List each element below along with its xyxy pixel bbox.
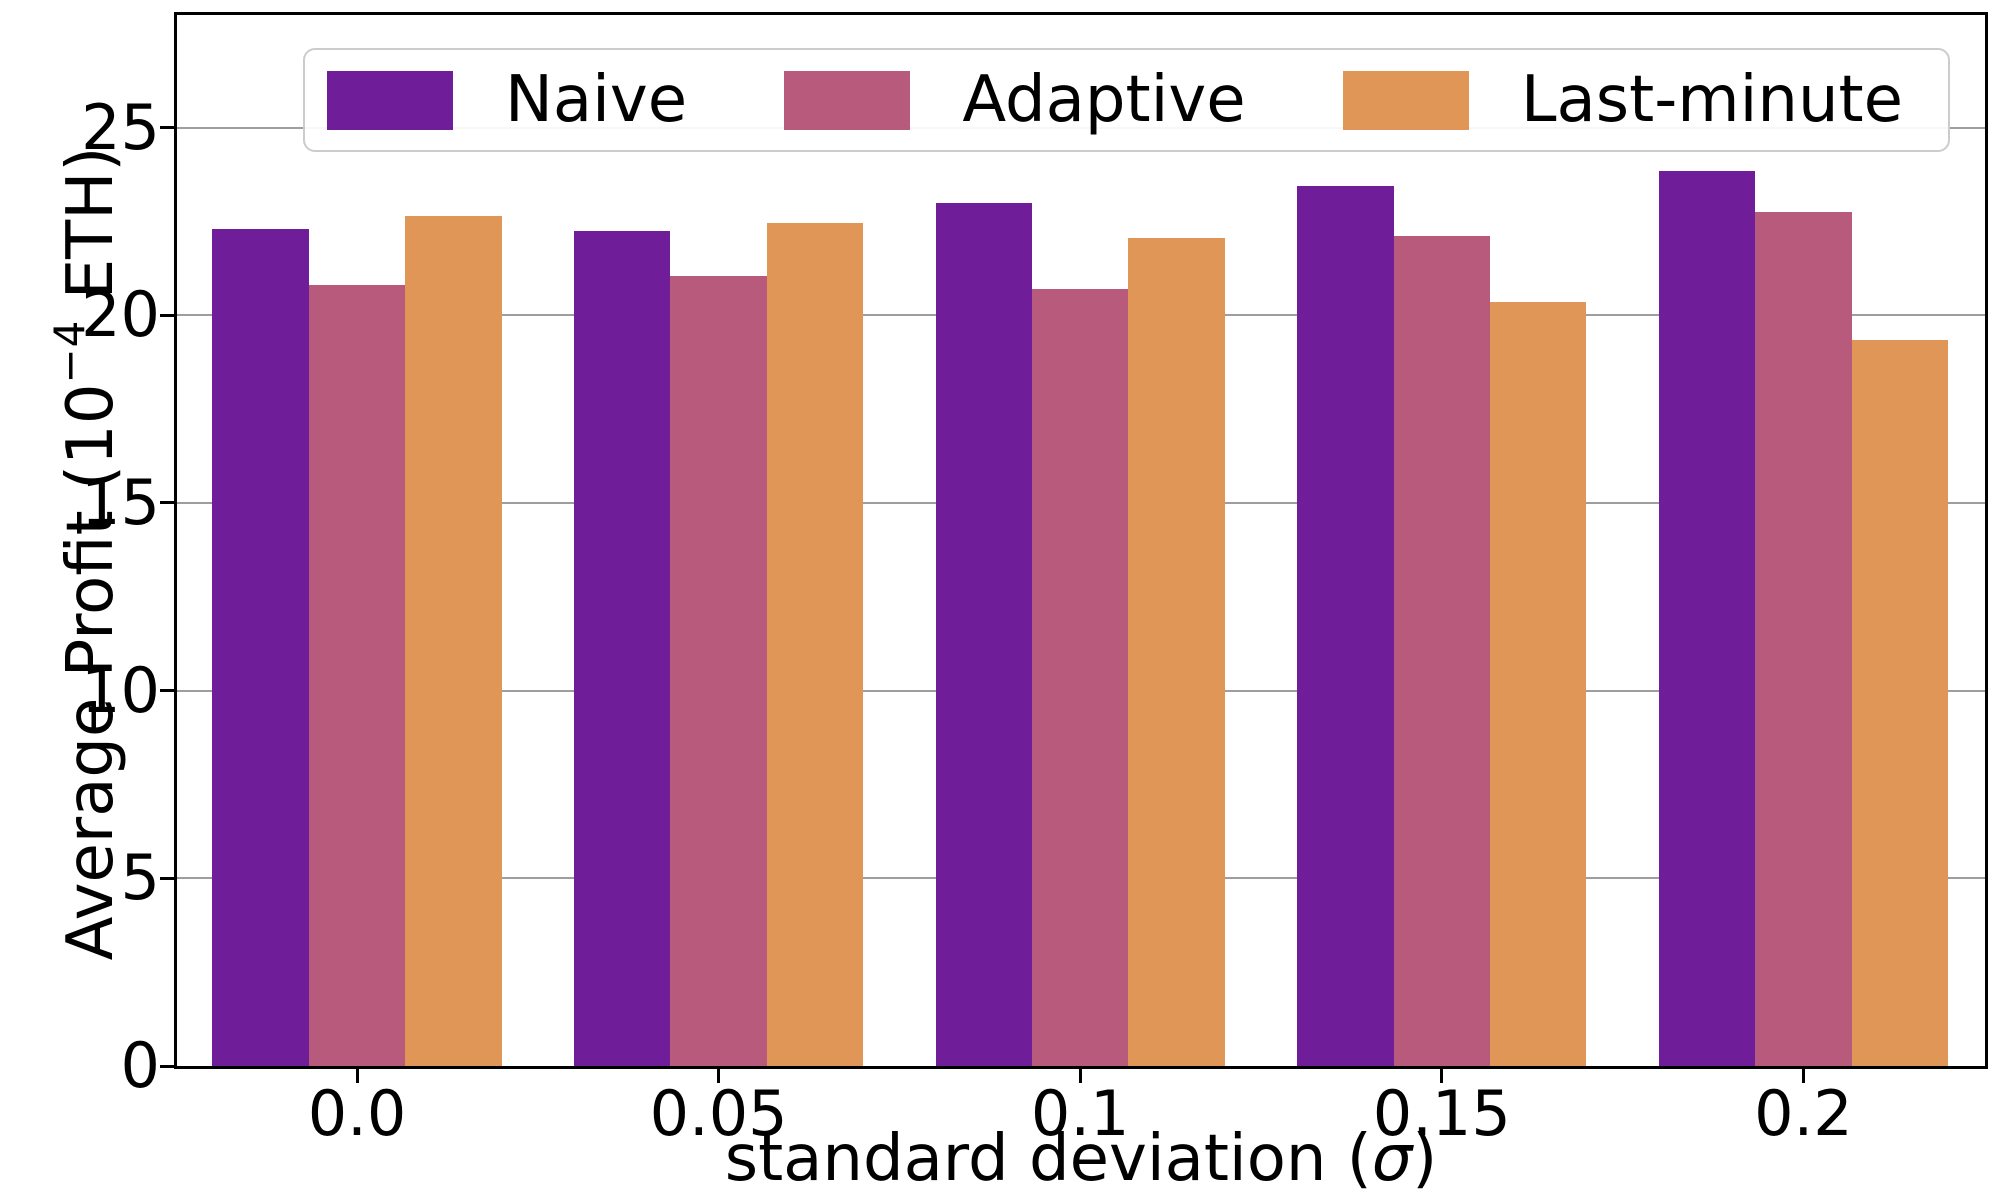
sigma-symbol: σ: [1371, 1122, 1413, 1196]
y-tick-label-25: 25: [81, 90, 160, 164]
legend-label-naive: Naive: [505, 63, 688, 137]
bar-naive-0.0: [212, 228, 309, 1066]
y-tick-mark-5: [160, 876, 174, 880]
x-tick-mark-0.2: [1801, 1069, 1805, 1083]
bar-naive-0.1: [935, 202, 1032, 1066]
x-tick-mark-0.1: [1078, 1069, 1082, 1083]
y-axis-exponent: −4: [45, 319, 94, 384]
naive-color-swatch: [327, 70, 453, 130]
x-tick-label-0.1: 0.1: [1030, 1077, 1130, 1150]
bar-adaptive-0.2: [1755, 212, 1852, 1066]
bar-last-minute-0.05: [766, 223, 864, 1066]
legend-item-adaptive: Adaptive: [784, 63, 1246, 137]
lastminute-color-swatch: [1342, 70, 1469, 130]
bar-adaptive-0.0: [308, 285, 406, 1066]
x-tick-mark-0.05: [717, 1069, 721, 1083]
legend-item-lastminute: Last-minute: [1342, 63, 1903, 137]
bar-naive-0.05: [573, 230, 671, 1066]
bar-adaptive-0.05: [670, 275, 767, 1066]
y-tick-label-10: 10: [81, 653, 160, 727]
x-tick-label-0.2: 0.2: [1754, 1077, 1853, 1150]
bar-last-minute-0.0: [405, 215, 502, 1066]
y-tick-label-20: 20: [81, 278, 160, 352]
bar-last-minute-0.2: [1851, 339, 1949, 1066]
x-tick-label-0.0: 0.0: [307, 1077, 407, 1150]
x-tick-label-0.15: 0.15: [1372, 1077, 1511, 1150]
legend: Naive Adaptive Last-minute: [303, 48, 1950, 152]
y-tick-mark-20: [160, 313, 174, 317]
y-tick-label-15: 15: [81, 465, 160, 539]
bar-adaptive-0.1: [1031, 289, 1129, 1066]
bar-naive-0.2: [1658, 170, 1756, 1066]
x-tick-mark-0.0: [355, 1069, 359, 1083]
x-axis-label: standard deviation (σ): [724, 1122, 1438, 1196]
y-tick-mark-0: [160, 1064, 174, 1068]
y-tick-label-0: 0: [120, 1029, 160, 1102]
legend-item-naive: Naive: [327, 65, 687, 135]
y-tick-mark-10: [160, 689, 174, 693]
bar-last-minute-0.1: [1128, 238, 1225, 1066]
bar-last-minute-0.15: [1490, 302, 1587, 1066]
bar-naive-0.15: [1297, 185, 1394, 1066]
y-axis-label: Average Profit (10−4 ETH): [45, 146, 128, 961]
x-tick-label-0.05: 0.05: [649, 1077, 788, 1150]
y-tick-label-5: 5: [120, 841, 160, 915]
adaptive-color-swatch: [784, 70, 911, 130]
plot-area: [160, 12, 1988, 1083]
x-tick-mark-0.15: [1440, 1069, 1444, 1083]
y-tick-mark-25: [160, 126, 174, 130]
y-tick-mark-15: [160, 501, 174, 505]
legend-label-adaptive: Adaptive: [962, 63, 1246, 137]
bar-adaptive-0.15: [1393, 236, 1490, 1066]
legend-label-lastminute: Last-minute: [1520, 63, 1903, 137]
